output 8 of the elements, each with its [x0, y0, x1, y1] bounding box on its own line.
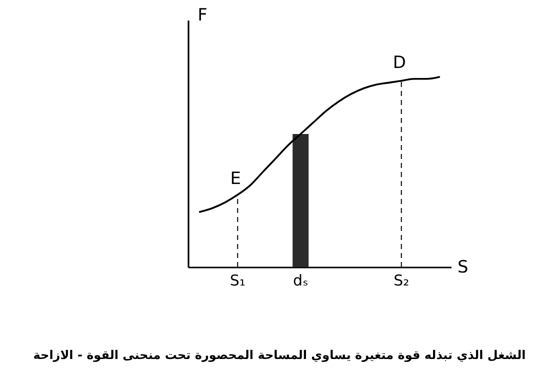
- x-tick-label: S₁: [230, 272, 246, 290]
- y-axis-title: F: [198, 6, 208, 26]
- x-tick-label: dₛ: [293, 272, 308, 290]
- annotation: E: [230, 168, 241, 189]
- x-tick-label: S₂: [394, 272, 410, 290]
- x-axis-title: S: [458, 258, 468, 278]
- annotation: D: [392, 52, 406, 73]
- text: الشغل الذي تبذله قوة متغيرة يساوي المساحة المحصورة تحت منحنى القوة - الازاحة: [33, 348, 526, 362]
